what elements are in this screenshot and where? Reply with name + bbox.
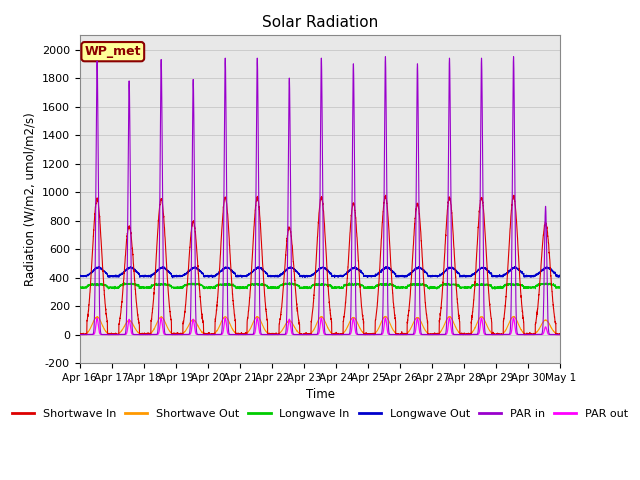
Title: Solar Radiation: Solar Radiation xyxy=(262,15,378,30)
Y-axis label: Radiation (W/m2, umol/m2/s): Radiation (W/m2, umol/m2/s) xyxy=(23,112,36,286)
Text: WP_met: WP_met xyxy=(84,45,141,58)
Legend: Shortwave In, Shortwave Out, Longwave In, Longwave Out, PAR in, PAR out: Shortwave In, Shortwave Out, Longwave In… xyxy=(7,404,633,423)
X-axis label: Time: Time xyxy=(305,388,335,401)
